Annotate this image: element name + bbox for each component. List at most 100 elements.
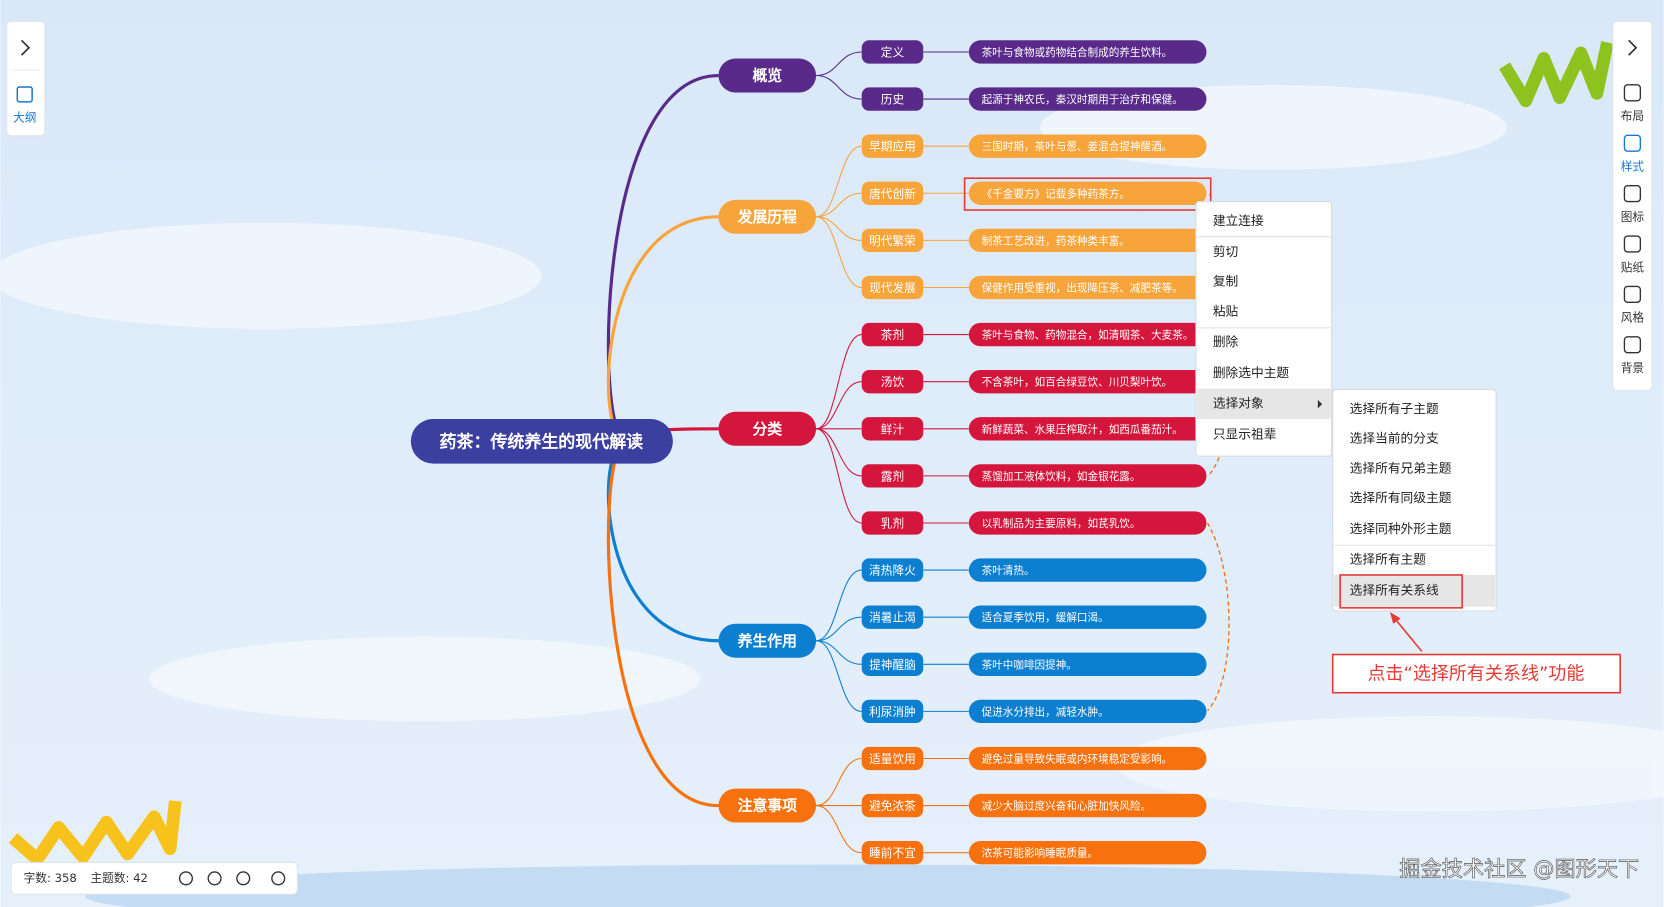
subtopic-node[interactable]	[861, 652, 924, 676]
subtopic-node[interactable]	[861, 793, 924, 818]
subtopic-node[interactable]	[861, 134, 924, 158]
menu-item[interactable]: 只显示祖辈	[1213, 426, 1277, 441]
subtopic-node[interactable]	[861, 87, 924, 111]
expand-button[interactable]	[1628, 39, 1638, 56]
selection-box	[963, 177, 1212, 211]
detail-node[interactable]	[968, 417, 1207, 441]
submenu-item[interactable]: 选择所有子主题	[1350, 401, 1439, 416]
submenu-item[interactable]: 选择当前的分支	[1350, 431, 1439, 446]
detail-node[interactable]	[968, 370, 1207, 394]
detail-node[interactable]	[968, 746, 1207, 771]
panel-icon[interactable]	[1623, 336, 1642, 354]
submenu-item[interactable]: 选择所有关系线	[1350, 582, 1439, 597]
child-connector	[815, 334, 862, 430]
subtopic-label: 提神醒脑	[869, 658, 916, 672]
left-panel	[6, 20, 46, 137]
detail-node[interactable]	[968, 511, 1207, 535]
subtopic-label: 适量饮用	[869, 752, 916, 766]
branch-node[interactable]	[718, 623, 817, 658]
branch-node[interactable]	[718, 411, 817, 446]
detail-node[interactable]	[968, 605, 1207, 629]
submenu-item[interactable]: 选择同种外形主题	[1350, 521, 1452, 536]
branch-label: 分类	[752, 420, 782, 438]
detail-node[interactable]	[968, 181, 1207, 205]
outline-label: 大纲	[13, 110, 36, 124]
panel-icon[interactable]	[1623, 184, 1642, 203]
detail-node[interactable]	[968, 652, 1207, 676]
subtopic-node[interactable]	[861, 275, 924, 300]
child-connector	[816, 805, 862, 854]
subtopic-node[interactable]	[861, 370, 924, 394]
status-icon[interactable]	[236, 871, 251, 886]
panel-icon[interactable]	[1623, 134, 1642, 152]
detail-label: 茶叶中咖啡因提神。	[982, 658, 1077, 671]
branch-node[interactable]	[718, 788, 817, 823]
subtopic-node[interactable]	[861, 746, 924, 771]
detail-node[interactable]	[968, 841, 1207, 865]
submenu-item[interactable]: 选择所有主题	[1350, 552, 1427, 567]
subtopic-node[interactable]	[861, 841, 924, 865]
menu-item[interactable]: 复制	[1213, 274, 1238, 289]
child-connector	[816, 640, 862, 665]
detail-node[interactable]	[968, 464, 1207, 488]
menu-item[interactable]: 删除	[1213, 334, 1239, 349]
root-node[interactable]	[410, 419, 673, 464]
subtopic-node[interactable]	[861, 699, 924, 724]
detail-node[interactable]	[968, 793, 1207, 818]
subtopic-label: 汤饮	[881, 375, 905, 389]
subtopic-node[interactable]	[861, 464, 924, 488]
detail-label: 促进水分排出，减轻水肿。	[982, 705, 1109, 718]
submenu-item[interactable]: 选择所有同级主题	[1350, 490, 1452, 505]
highlight-box	[1339, 574, 1463, 609]
status-icon[interactable]	[271, 871, 286, 886]
subtopic-node[interactable]	[861, 322, 924, 347]
outline-icon[interactable]	[16, 86, 33, 103]
detail-label: 减少大脑过度兴奋和心脏加快风险。	[982, 800, 1152, 813]
detail-node[interactable]	[968, 134, 1207, 158]
expand-button[interactable]	[20, 39, 31, 56]
child-connector	[816, 381, 862, 430]
branch-label: 注意事项	[738, 797, 798, 815]
subtopic-node[interactable]	[861, 558, 924, 582]
subtopic-label: 鲜汁	[881, 422, 905, 436]
subtopic-node[interactable]	[861, 511, 924, 535]
child-connector	[816, 216, 862, 241]
detail-node[interactable]	[968, 322, 1207, 347]
right-panel	[1612, 20, 1653, 391]
detail-node[interactable]	[968, 558, 1207, 582]
panel-icon[interactable]	[1623, 285, 1642, 304]
detail-node[interactable]	[968, 275, 1207, 300]
subtopic-label: 避免浓茶	[869, 799, 916, 813]
detail-node[interactable]	[968, 87, 1207, 111]
branch-node[interactable]	[718, 58, 817, 93]
annotation-arrowhead	[1389, 612, 1401, 624]
status-icon[interactable]	[178, 871, 194, 886]
subtopic-node[interactable]	[861, 40, 924, 64]
subtopic-node[interactable]	[861, 605, 924, 629]
detail-node[interactable]	[968, 699, 1207, 724]
detail-node[interactable]	[968, 228, 1207, 253]
menu-item[interactable]: 选择对象	[1213, 396, 1264, 411]
subtopic-label: 消暑止渴	[869, 611, 916, 625]
panel-icon[interactable]	[1623, 235, 1642, 253]
branch-node[interactable]	[718, 199, 817, 234]
subtopic-label: 露剂	[881, 469, 904, 483]
menu-item[interactable]: 粘贴	[1213, 303, 1239, 318]
subtopic-node[interactable]	[861, 228, 924, 253]
detail-node[interactable]	[968, 40, 1207, 64]
menu-item[interactable]: 剪切	[1213, 244, 1238, 259]
child-connector	[816, 74, 862, 100]
detail-label: 三国时期，茶叶与葱、姜混合提神醒酒。	[982, 140, 1173, 153]
submenu-item[interactable]: 选择所有兄弟主题	[1350, 460, 1452, 475]
subtopic-node[interactable]	[861, 417, 924, 441]
panel-icon[interactable]	[1623, 84, 1642, 102]
child-connector	[816, 757, 862, 807]
menu-item[interactable]: 删除选中主题	[1213, 365, 1290, 380]
child-connector	[816, 145, 862, 218]
detail-label: 茶叶与食物、药物混合，如清咽茶、大麦茶。	[982, 329, 1194, 342]
status-icon[interactable]	[207, 871, 222, 886]
subtopic-node[interactable]	[861, 181, 924, 205]
menu-item[interactable]: 建立连接	[1213, 213, 1264, 228]
detail-label: 蒸馏加工液体饮料，如金银花露。	[982, 470, 1141, 483]
